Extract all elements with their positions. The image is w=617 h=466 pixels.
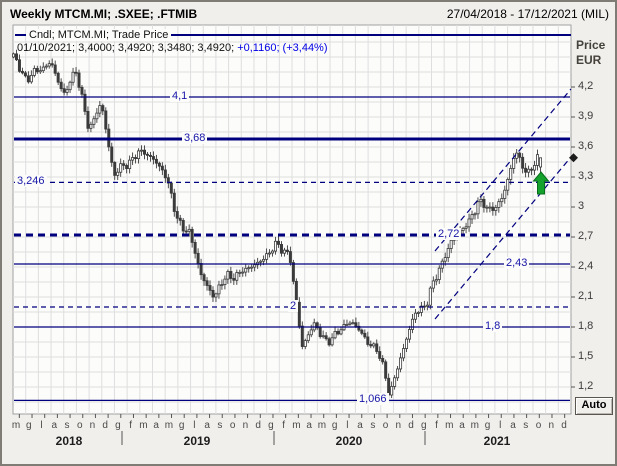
month-letter: a bbox=[204, 420, 210, 431]
price-tick-3: 3 bbox=[578, 200, 585, 212]
month-letter: m bbox=[292, 420, 301, 431]
month-letter: o bbox=[76, 420, 83, 431]
month-letter: g bbox=[115, 420, 121, 431]
last-price-diamond-marker bbox=[569, 153, 578, 163]
month-letter: m bbox=[11, 420, 21, 431]
month-letter: m bbox=[445, 420, 454, 431]
month-letter: n bbox=[89, 420, 96, 431]
month-letter: s bbox=[217, 420, 223, 431]
chart-title: Weekly MTCM.MI; .SXEE; .FTMIB bbox=[10, 7, 198, 21]
month-letter: o bbox=[382, 420, 389, 431]
price-tick-3_3: 3,3 bbox=[578, 170, 594, 182]
price-axis-title: Price EUR bbox=[576, 38, 606, 67]
month-letter: m bbox=[470, 420, 479, 431]
month-letter: a bbox=[306, 420, 312, 431]
year-label-2018: 2018 bbox=[55, 434, 83, 448]
month-letter: g bbox=[178, 420, 185, 431]
month-letter: f bbox=[129, 420, 133, 431]
month-letter: a bbox=[459, 420, 465, 431]
month-letter: a bbox=[51, 420, 57, 431]
level-label-2_72: 2,72 bbox=[436, 228, 462, 240]
level-label-1_8: 1,8 bbox=[483, 320, 503, 332]
level-label-1_066: 1,066 bbox=[357, 393, 389, 406]
month-letter: a bbox=[510, 420, 516, 431]
month-letter: a bbox=[357, 420, 363, 431]
year-label-2020: 2020 bbox=[335, 434, 363, 448]
legend-ohlc-values: 01/10/2021; 3,4000; 3,4920; 3,3480; 3,49… bbox=[17, 42, 235, 54]
month-letter: d bbox=[561, 420, 567, 431]
auto-scale-button[interactable]: Auto bbox=[575, 397, 613, 415]
month-letter: f bbox=[282, 420, 286, 431]
month-letter: g bbox=[484, 420, 491, 431]
level-label-4_1: 4,1 bbox=[170, 90, 190, 102]
month-letter: g bbox=[331, 420, 338, 431]
price-tick-3_6: 3,6 bbox=[578, 140, 594, 152]
price-tick-2_7: 2,7 bbox=[578, 230, 594, 242]
month-letter: d bbox=[102, 420, 108, 431]
green-up-arrow-annotation[interactable] bbox=[532, 171, 550, 195]
level-label-2: 2 bbox=[288, 300, 299, 312]
price-tick-4_2: 4,2 bbox=[578, 80, 594, 92]
month-letter: s bbox=[370, 420, 376, 431]
level-label-3_68: 3,68 bbox=[182, 132, 208, 144]
legend-series-label[interactable]: Cndl; MTCM.MI; Trade Price bbox=[26, 29, 172, 41]
month-letter: m bbox=[317, 420, 327, 431]
month-letter: f bbox=[435, 420, 438, 431]
year-label-2021: 2021 bbox=[483, 434, 511, 448]
month-letter: g bbox=[421, 420, 427, 431]
price-tick-3_9: 3,9 bbox=[578, 110, 594, 122]
price-tick-1_8: 1,8 bbox=[578, 320, 594, 332]
month-letter: l bbox=[499, 420, 502, 431]
year-label-2019: 2019 bbox=[183, 434, 211, 448]
level-label-3_246: 3,246 bbox=[15, 175, 47, 188]
month-letter: d bbox=[408, 420, 414, 431]
month-letter: n bbox=[242, 420, 249, 431]
price-tick-2_4: 2,4 bbox=[578, 260, 594, 272]
level-label-2_43: 2,43 bbox=[504, 257, 530, 269]
month-letter: l bbox=[193, 420, 196, 431]
month-letter: l bbox=[40, 420, 43, 431]
month-letter: m bbox=[139, 420, 148, 431]
month-letter: o bbox=[229, 420, 236, 431]
price-tick-1_5: 1,5 bbox=[578, 350, 594, 362]
legend-ohlc-readout: 01/10/2021; 3,4000; 3,4920; 3,3480; 3,49… bbox=[17, 42, 328, 54]
month-letter: o bbox=[535, 420, 542, 431]
month-letter: n bbox=[395, 420, 402, 431]
month-letter: g bbox=[25, 420, 32, 431]
legend-change-values: +0,1160; (+3,44%) bbox=[234, 42, 328, 54]
month-letter: n bbox=[548, 420, 555, 431]
month-letter: m bbox=[164, 420, 174, 431]
month-letter: s bbox=[523, 420, 529, 431]
month-letter: d bbox=[255, 420, 261, 431]
month-letter: s bbox=[64, 420, 70, 431]
price-tick-1_2: 1,2 bbox=[578, 380, 594, 392]
date-range: 27/04/2018 - 17/12/2021 (MIL) bbox=[446, 7, 609, 21]
price-tick-2_1: 2,1 bbox=[578, 290, 594, 302]
month-letter: a bbox=[153, 420, 159, 431]
month-letter: l bbox=[346, 420, 349, 431]
month-letter: g bbox=[268, 420, 274, 431]
